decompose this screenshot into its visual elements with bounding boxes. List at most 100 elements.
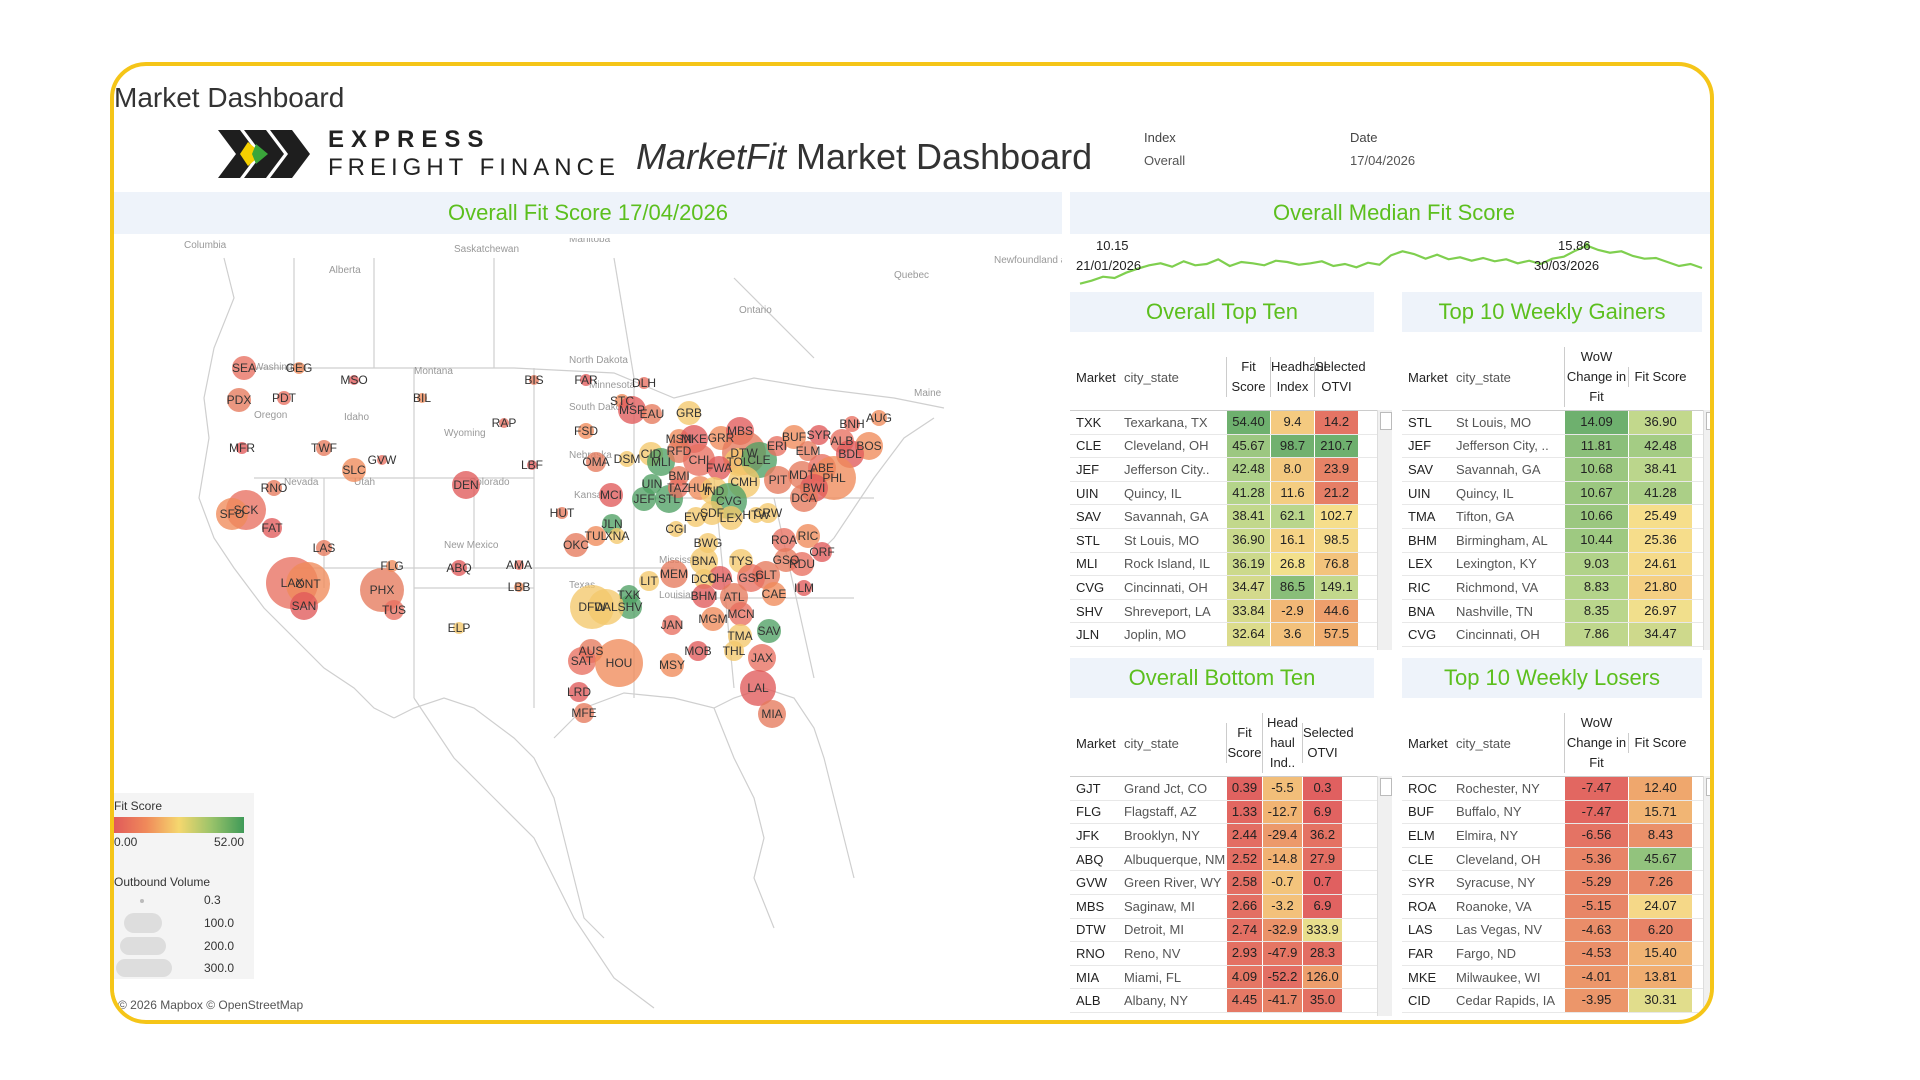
- market-bubble[interactable]: [796, 524, 820, 548]
- market-bubble[interactable]: [588, 589, 624, 625]
- table-row[interactable]: MIA Miami, FL 4.09 -52.2 126.0: [1070, 965, 1392, 990]
- table-row[interactable]: SYR Syracuse, NY -5.29 7.26: [1402, 871, 1710, 895]
- market-bubble[interactable]: [586, 526, 606, 546]
- table-row[interactable]: ROC Rochester, NY -7.47 12.40: [1402, 777, 1710, 801]
- market-bubble[interactable]: [688, 641, 708, 661]
- market-bubble[interactable]: [639, 571, 659, 591]
- market-bubble[interactable]: [568, 647, 596, 675]
- column-header[interactable]: Market: [1076, 369, 1116, 385]
- column-header[interactable]: Market: [1076, 735, 1116, 751]
- market-bubble[interactable]: [772, 528, 796, 552]
- market-bubble[interactable]: [453, 622, 465, 634]
- market-bubble[interactable]: [529, 375, 539, 385]
- market-bubble[interactable]: [638, 377, 650, 389]
- market-bubble[interactable]: [451, 560, 467, 576]
- table-row[interactable]: GJT Grand Jct, CO 0.39 -5.5 0.3: [1070, 777, 1392, 801]
- column-header[interactable]: Fit Score: [1628, 367, 1692, 387]
- market-bubble[interactable]: [236, 442, 248, 454]
- market-bubble[interactable]: [707, 456, 731, 480]
- table-row[interactable]: MBS Saginaw, MI 2.66 -3.2 6.9: [1070, 894, 1392, 919]
- market-bubble[interactable]: [377, 455, 387, 465]
- market-bubble[interactable]: [660, 653, 684, 677]
- index-filter[interactable]: Index Overall: [1144, 130, 1185, 168]
- table-row[interactable]: FAR Fargo, ND -4.53 15.40: [1402, 942, 1710, 966]
- table-row[interactable]: CLE Cleveland, OH -5.36 45.67: [1402, 847, 1710, 872]
- table-row[interactable]: CVG Cincinnati, OH 34.47 86.5 149.1: [1070, 576, 1392, 600]
- table-row[interactable]: BUF Buffalo, NY -7.47 15.71: [1402, 800, 1710, 825]
- market-bubble[interactable]: [812, 542, 832, 562]
- column-header[interactable]: city_state: [1456, 369, 1511, 385]
- table-row[interactable]: ABQ Albuquerque, NM 2.52 -14.8 27.9: [1070, 847, 1392, 872]
- market-bubble[interactable]: [342, 458, 366, 482]
- market-bubble[interactable]: [748, 644, 776, 672]
- table-row[interactable]: UIN Quincy, IL 10.67 41.28: [1402, 481, 1710, 506]
- market-bubble[interactable]: [798, 441, 818, 461]
- market-bubble[interactable]: [618, 595, 642, 619]
- market-bubble[interactable]: [662, 615, 682, 635]
- table-scrollbar[interactable]: [1377, 776, 1392, 1016]
- market-bubble[interactable]: [692, 584, 716, 608]
- table-scrollbar[interactable]: [1377, 410, 1392, 650]
- column-header[interactable]: WoW Change in Fit: [1564, 713, 1628, 773]
- table-row[interactable]: DTW Detroit, MI 2.74 -32.9 333.9: [1070, 918, 1392, 943]
- market-bubble[interactable]: [316, 440, 332, 456]
- column-header[interactable]: Headhaul Index: [1270, 357, 1327, 397]
- market-bubble[interactable]: [293, 362, 305, 374]
- market-bubble[interactable]: [748, 507, 764, 523]
- table-scrollbar[interactable]: [1703, 410, 1710, 650]
- table-row[interactable]: SAV Savannah, GA 10.68 38.41: [1402, 458, 1710, 482]
- market-bubble[interactable]: [809, 425, 829, 445]
- market-bubble[interactable]: [740, 670, 776, 706]
- scrollbar-thumb[interactable]: [1380, 412, 1392, 430]
- market-bubble[interactable]: [668, 478, 688, 498]
- column-header[interactable]: Selected OTVI: [1302, 723, 1354, 763]
- table-row[interactable]: LAS Las Vegas, NV -4.63 6.20: [1402, 918, 1710, 943]
- market-bubble[interactable]: [844, 416, 860, 432]
- market-bubble[interactable]: [578, 423, 594, 439]
- column-header[interactable]: Head haul Ind..: [1262, 713, 1302, 773]
- table-row[interactable]: BHM Birmingham, AL 10.44 25.36: [1402, 528, 1710, 553]
- market-bubble[interactable]: [677, 401, 701, 425]
- market-bubble[interactable]: [700, 501, 724, 525]
- table-row[interactable]: JFK Brooklyn, NY 2.44 -29.4 36.2: [1070, 824, 1392, 848]
- market-bubble[interactable]: [527, 460, 537, 470]
- top-ten-table[interactable]: Market city_state Fit Score Headhaul Index S…: [1070, 344, 1392, 660]
- market-bubble[interactable]: [599, 483, 623, 507]
- market-bubble[interactable]: [762, 582, 786, 606]
- column-header[interactable]: city_state: [1124, 735, 1179, 751]
- scrollbar-thumb[interactable]: [1706, 412, 1710, 430]
- market-bubble[interactable]: [668, 521, 684, 537]
- market-bubble[interactable]: [277, 391, 291, 405]
- market-bubble[interactable]: [729, 602, 753, 626]
- column-header[interactable]: Market: [1408, 735, 1448, 751]
- market-bubble[interactable]: [609, 528, 625, 544]
- market-bubble[interactable]: [417, 393, 427, 403]
- table-row[interactable]: ELM Elmira, NY -6.56 8.43: [1402, 824, 1710, 848]
- table-row[interactable]: MLI Rock Island, IL 36.19 26.8 76.8: [1070, 552, 1392, 577]
- market-bubble[interactable]: [708, 566, 732, 590]
- column-header[interactable]: city_state: [1124, 369, 1179, 385]
- table-row[interactable]: ALB Albany, NY 4.45 -41.7 35.0: [1070, 989, 1392, 1013]
- table-row[interactable]: GVW Green River, WY 2.58 -0.7 0.7: [1070, 871, 1392, 895]
- market-bubble[interactable]: [642, 404, 662, 424]
- market-bubble[interactable]: [569, 682, 589, 702]
- market-bubble[interactable]: [216, 498, 248, 530]
- column-header[interactable]: Fit Score: [1226, 357, 1270, 397]
- market-bubble[interactable]: [724, 641, 744, 661]
- table-row[interactable]: BNA Nashville, TN 8.35 26.97: [1402, 599, 1710, 624]
- market-bubble[interactable]: [790, 552, 814, 576]
- table-row[interactable]: JEF Jefferson City.. 42.48 8.0 23.9: [1070, 458, 1392, 482]
- column-header[interactable]: city_state: [1456, 735, 1511, 751]
- market-bubble[interactable]: [686, 507, 706, 527]
- market-bubble[interactable]: [632, 487, 656, 511]
- table-row[interactable]: FLG Flagstaff, AZ 1.33 -12.7 6.9: [1070, 800, 1392, 825]
- table-row[interactable]: TMA Tifton, GA 10.66 25.49: [1402, 505, 1710, 529]
- market-bubble[interactable]: [386, 560, 398, 572]
- market-bubble[interactable]: [266, 480, 282, 496]
- market-bubble[interactable]: [227, 388, 251, 412]
- market-bubble[interactable]: [556, 507, 568, 519]
- table-row[interactable]: JLN Joplin, MO 32.64 3.6 57.5: [1070, 623, 1392, 647]
- market-bubble[interactable]: [384, 600, 404, 620]
- column-header[interactable]: Fit Score: [1226, 723, 1262, 763]
